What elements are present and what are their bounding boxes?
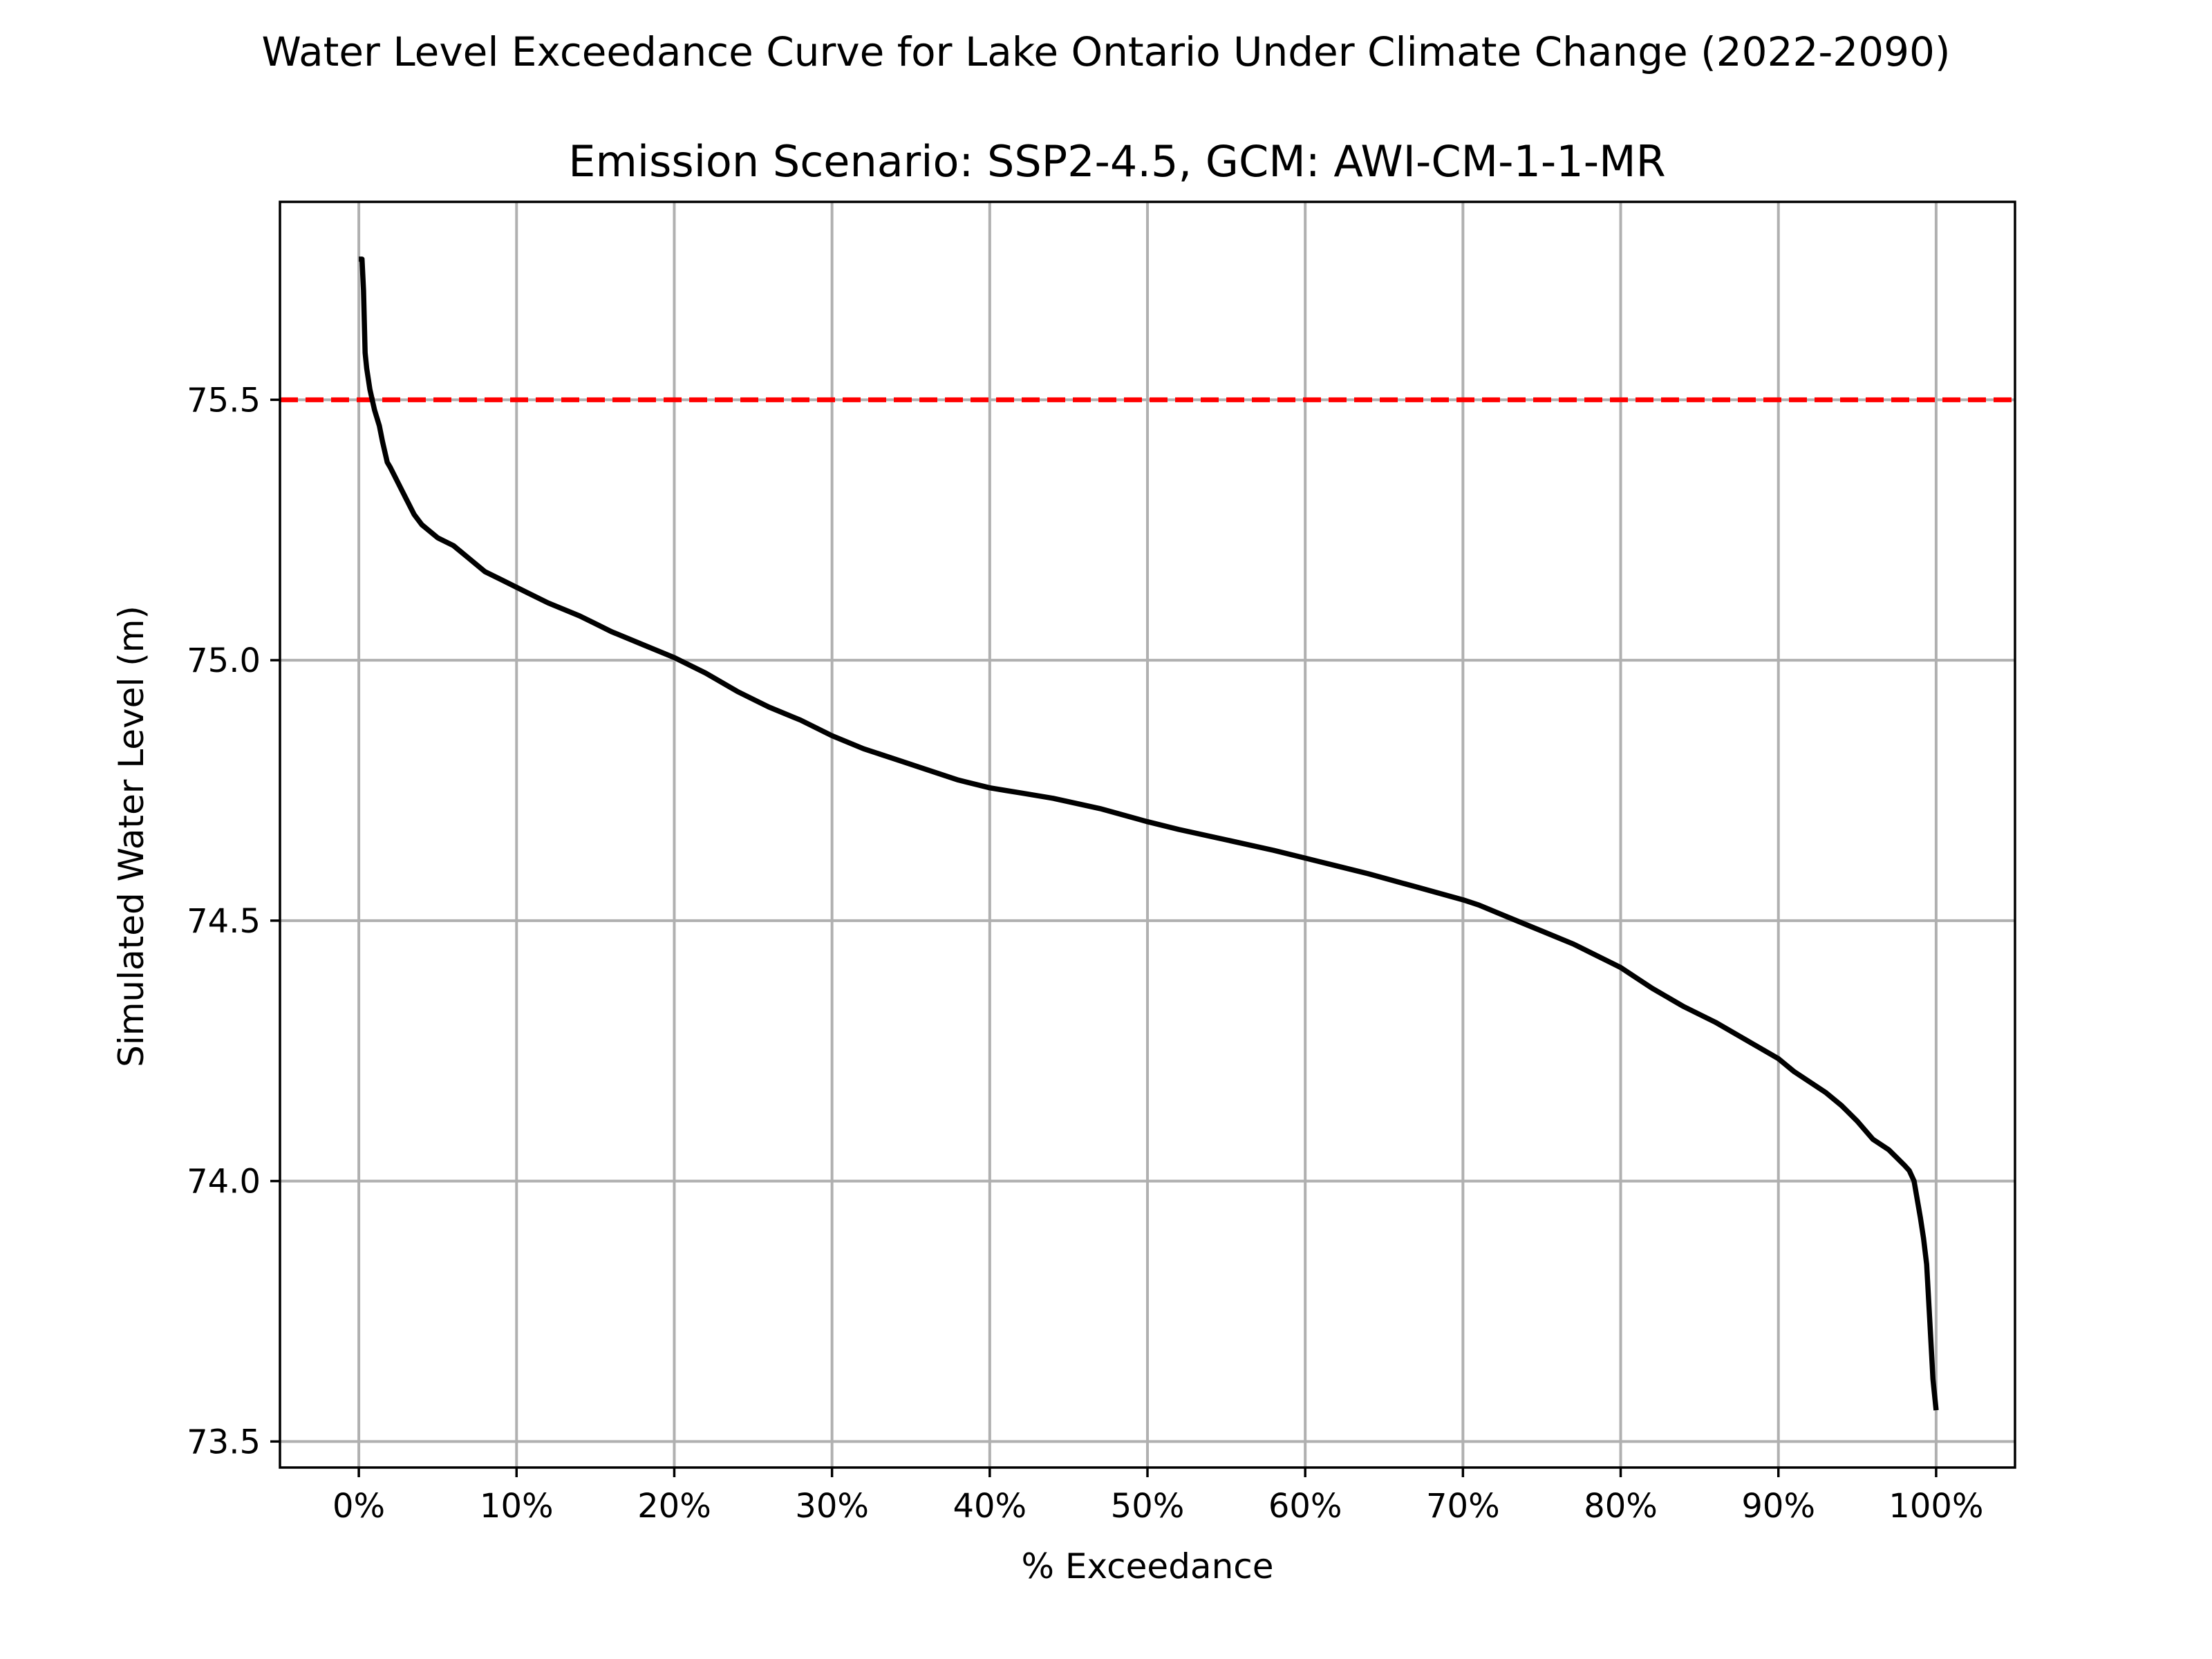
y-tick-label: 74.5 <box>187 902 261 941</box>
y-tick-label: 75.5 <box>187 381 261 420</box>
x-tick-label: 10% <box>480 1487 554 1526</box>
y-tick-label: 73.5 <box>187 1423 261 1461</box>
x-tick-label: 50% <box>1111 1487 1185 1526</box>
figure-suptitle: Water Level Exceedance Curve for Lake On… <box>261 28 1950 75</box>
x-axis-label: % Exceedance <box>1021 1546 1273 1586</box>
exceedance-curve <box>359 256 1939 1411</box>
x-tick-label: 90% <box>1741 1487 1815 1526</box>
y-tick-label: 74.0 <box>187 1163 261 1201</box>
grid-lines <box>280 202 2015 1468</box>
x-tick-label: 40% <box>953 1487 1027 1526</box>
series-line <box>359 256 1939 1411</box>
x-tick-label: 70% <box>1426 1487 1500 1526</box>
y-tick-label: 75.0 <box>187 641 261 680</box>
chart-title: Emission Scenario: SSP2-4.5, GCM: AWI-CM… <box>568 136 1665 187</box>
y-axis-ticks: 73.5 74.0 74.5 75.0 75.5 <box>187 381 280 1461</box>
x-tick-label: 0% <box>332 1487 385 1526</box>
x-tick-label: 60% <box>1268 1487 1342 1526</box>
x-tick-label: 100% <box>1888 1487 1983 1526</box>
x-axis-ticks: 0% 10% 20% 30% 40% 50% 60% 70% 80% 90% 100% <box>332 1468 1984 1526</box>
y-axis-label: Simulated Water Level (m) <box>111 606 151 1067</box>
x-tick-label: 20% <box>637 1487 711 1526</box>
x-tick-label: 80% <box>1584 1487 1658 1526</box>
x-tick-label: 30% <box>795 1487 869 1526</box>
